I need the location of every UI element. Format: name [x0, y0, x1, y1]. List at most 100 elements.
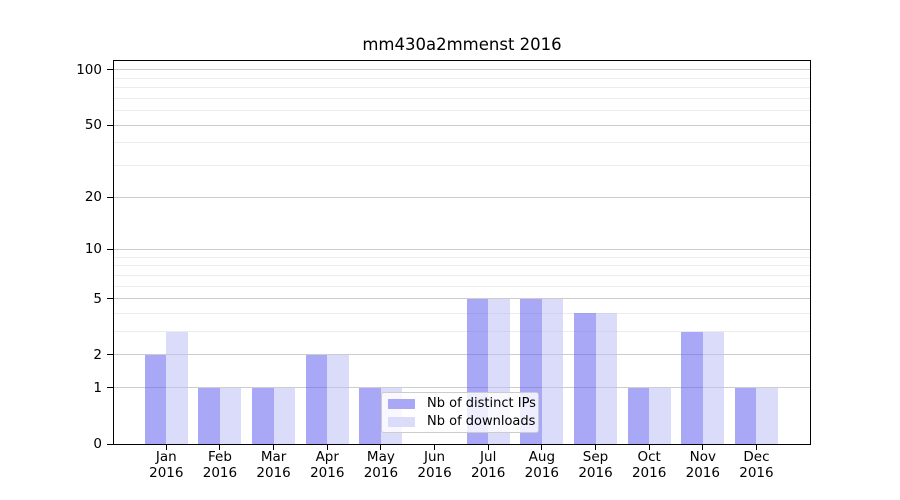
major-gridline: [114, 298, 810, 300]
x-tick-mark: [648, 445, 650, 450]
minor-gridline: [114, 77, 810, 79]
x-tick-label: Jun 2016: [403, 449, 467, 481]
x-tick-year: 2016: [685, 464, 720, 481]
x-tick-label: Aug 2016: [510, 449, 574, 481]
x-tick-mark: [434, 445, 436, 450]
x-tick-label: Jul 2016: [456, 449, 520, 481]
x-tick-year: 2016: [256, 464, 291, 481]
minor-gridline: [114, 331, 810, 333]
major-gridline: [114, 387, 810, 389]
x-tick-mark: [219, 445, 221, 450]
bar-downloads: [541, 298, 564, 444]
x-tick-month: Dec: [743, 449, 770, 465]
minor-gridline: [114, 97, 810, 99]
major-gridline: [114, 196, 810, 198]
bar-downloads: [756, 387, 778, 444]
legend-row: Nb of distinct IPs: [388, 396, 536, 411]
bar-distinct-ips: [681, 331, 703, 444]
y-tick-mark: [107, 443, 113, 445]
y-tick-label: 5: [93, 290, 102, 307]
bar-downloads: [595, 313, 617, 444]
x-tick-mark: [380, 445, 382, 450]
x-tick-mark: [326, 445, 328, 450]
x-tick-month: Oct: [637, 449, 661, 465]
minor-gridline: [114, 312, 810, 314]
x-tick-mark: [755, 445, 757, 450]
y-tick-mark: [107, 69, 113, 71]
bar-distinct-ips: [198, 387, 220, 444]
y-tick-mark: [107, 354, 113, 356]
y-tick-label: 0: [93, 436, 102, 452]
y-tick-mark: [107, 196, 113, 198]
x-tick-label: Nov 2016: [671, 449, 735, 481]
y-tick-label: 2: [93, 346, 102, 363]
x-tick-month: Nov: [689, 449, 716, 465]
y-tick-label: 10: [84, 241, 102, 258]
bar-downloads: [649, 387, 671, 444]
bar-distinct-ips: [734, 387, 757, 444]
bar-downloads: [166, 331, 188, 444]
bar-downloads: [273, 387, 296, 444]
x-tick-mark: [273, 445, 275, 450]
bar-downloads: [702, 331, 725, 444]
y-tick-mark: [107, 298, 113, 300]
x-tick-month: Mar: [260, 449, 287, 465]
minor-gridline: [114, 265, 810, 267]
y-tick-label: 1: [93, 379, 102, 396]
x-tick-label: May 2016: [349, 449, 413, 481]
minor-gridline: [114, 110, 810, 111]
x-tick-year: 2016: [363, 464, 399, 481]
bar-distinct-ips: [627, 387, 650, 444]
bar-distinct-ips: [359, 387, 381, 444]
x-tick-month: Sep: [582, 449, 609, 465]
x-tick-label: Apr 2016: [295, 449, 359, 481]
x-tick-year: 2016: [578, 464, 613, 481]
minor-gridline: [114, 285, 810, 287]
y-tick-label: 50: [84, 117, 102, 134]
x-tick-month: Jul: [480, 449, 497, 465]
minor-gridline: [114, 256, 810, 258]
x-tick-mark: [165, 445, 167, 450]
x-tick-label: Oct 2016: [617, 449, 681, 481]
x-tick-month: Jun: [424, 449, 446, 465]
major-gridline: [114, 69, 810, 71]
minor-gridline: [114, 142, 810, 144]
plot-area: [107, 60, 811, 450]
x-tick-year: 2016: [524, 464, 560, 481]
bar-distinct-ips: [252, 387, 274, 444]
bar-distinct-ips: [574, 313, 596, 444]
x-tick-year: 2016: [202, 464, 238, 481]
bar-downloads: [219, 387, 242, 444]
minor-gridline: [114, 87, 810, 88]
major-gridline: [114, 124, 810, 126]
y-tick-label: 20: [84, 189, 102, 206]
x-tick-mark: [595, 445, 596, 450]
x-tick-year: 2016: [471, 464, 506, 481]
x-tick-month: Apr: [315, 449, 339, 465]
legend-swatch-downloads: [388, 416, 415, 427]
x-tick-label: Jan 2016: [134, 449, 198, 481]
x-tick-label: Sep 2016: [564, 449, 628, 481]
legend-row: Nb of downloads: [388, 414, 536, 429]
x-tick-label: Dec 2016: [724, 449, 788, 481]
x-tick-month: Jan: [155, 449, 177, 465]
x-tick-year: 2016: [631, 464, 667, 481]
x-tick-label: Mar 2016: [242, 449, 306, 481]
legend-label: Nb of downloads: [427, 414, 536, 429]
y-tick-mark: [107, 248, 113, 250]
y-tick-label: 100: [76, 61, 102, 78]
x-tick-month: Feb: [207, 449, 232, 465]
bar-distinct-ips: [305, 354, 328, 444]
bar-downloads: [327, 354, 349, 444]
legend-swatch-distinct-ips: [388, 398, 415, 409]
x-tick-month: May: [366, 449, 395, 465]
x-tick-mark: [487, 445, 489, 450]
x-tick-year: 2016: [149, 464, 184, 481]
x-tick-year: 2016: [417, 464, 452, 481]
x-tick-mark: [702, 445, 704, 450]
x-tick-year: 2016: [310, 464, 345, 481]
minor-gridline: [114, 274, 810, 276]
x-tick-label: Feb 2016: [188, 449, 252, 481]
x-tick-year: 2016: [739, 464, 774, 481]
